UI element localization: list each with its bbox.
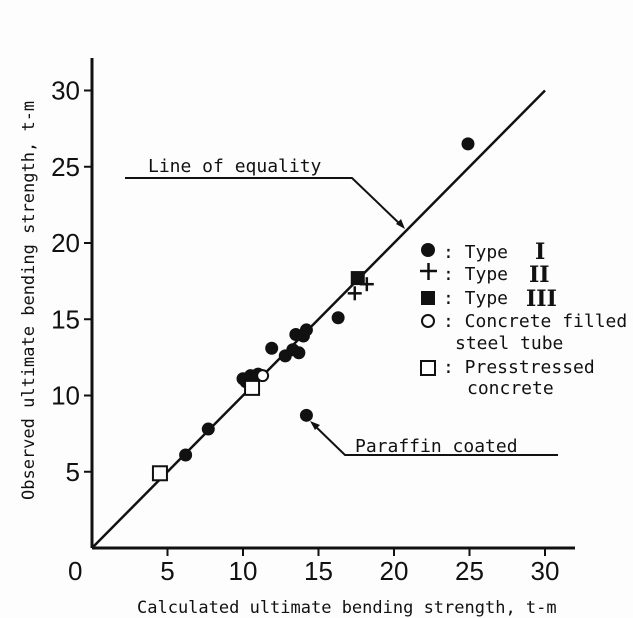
y-tick-label: 15 [51,304,80,334]
concrete-filled-point [256,369,270,383]
y-tick-label: 25 [51,152,80,182]
legend-roman-iii: III [526,286,557,312]
legend-marker-type-ii [420,263,437,280]
type-i-point [299,323,313,337]
x-tick-label: 5 [160,556,174,586]
legend-roman-i: I [535,239,545,265]
legend-label-type-iii: : Type [443,288,508,309]
type-i-point [265,341,279,355]
prestressed-point [151,465,168,482]
legend-label-concrete-filled-2: steel tube [455,333,563,354]
type-i-point [299,408,313,422]
y-axis-label: Observed ultimate bending strength, t-m [19,101,39,500]
type-ii-point [347,286,362,301]
x-tick-label: 20 [380,556,409,586]
legend-label-type-ii: : Type [443,264,508,285]
legend-marker-type-iii [421,291,435,305]
legend-marker-type-i [421,243,435,257]
type-i-point [331,311,345,325]
x-tick-label: 10 [229,556,258,586]
type-i-point [179,448,193,462]
type-i-point [201,422,215,436]
equality-leader-arrow [396,219,405,229]
x-tick-label: 0 [68,556,82,586]
prestressed-point [244,379,261,396]
y-tick-label: 30 [51,76,80,106]
x-tick-label: 25 [455,556,484,586]
type-i-point [461,137,475,151]
line-of-equality-label: Line of equality [148,156,322,177]
legend-roman-ii: II [529,262,550,288]
legend-label-type-i: : Type [443,242,508,263]
legend-label-prestressed-1: : Presstressed [443,357,595,378]
y-tick-label: 5 [66,457,80,487]
paraffin-coated-label: Paraffin coated [355,436,518,457]
legend-label-concrete-filled-1: : Concrete filled [443,311,627,332]
x-tick-label: 15 [304,556,333,586]
equality-leader [125,177,403,227]
type-i-point [292,346,306,360]
y-tick-label: 10 [51,381,80,411]
paraffin-leader [312,423,558,456]
legend-marker-prestressed [420,360,436,376]
x-axis-label: Calculated ultimate bending strength, t-… [137,598,557,618]
x-tick-label: 30 [531,556,560,586]
paraffin-leader-arrow [310,421,320,430]
type-iii-point [350,271,365,286]
legend: : Type I : Type II : Type III : Concrete… [420,239,627,399]
legend-marker-concrete-filled [421,314,435,328]
legend-label-prestressed-2: concrete [467,378,554,399]
y-tick-label: 20 [51,228,80,258]
